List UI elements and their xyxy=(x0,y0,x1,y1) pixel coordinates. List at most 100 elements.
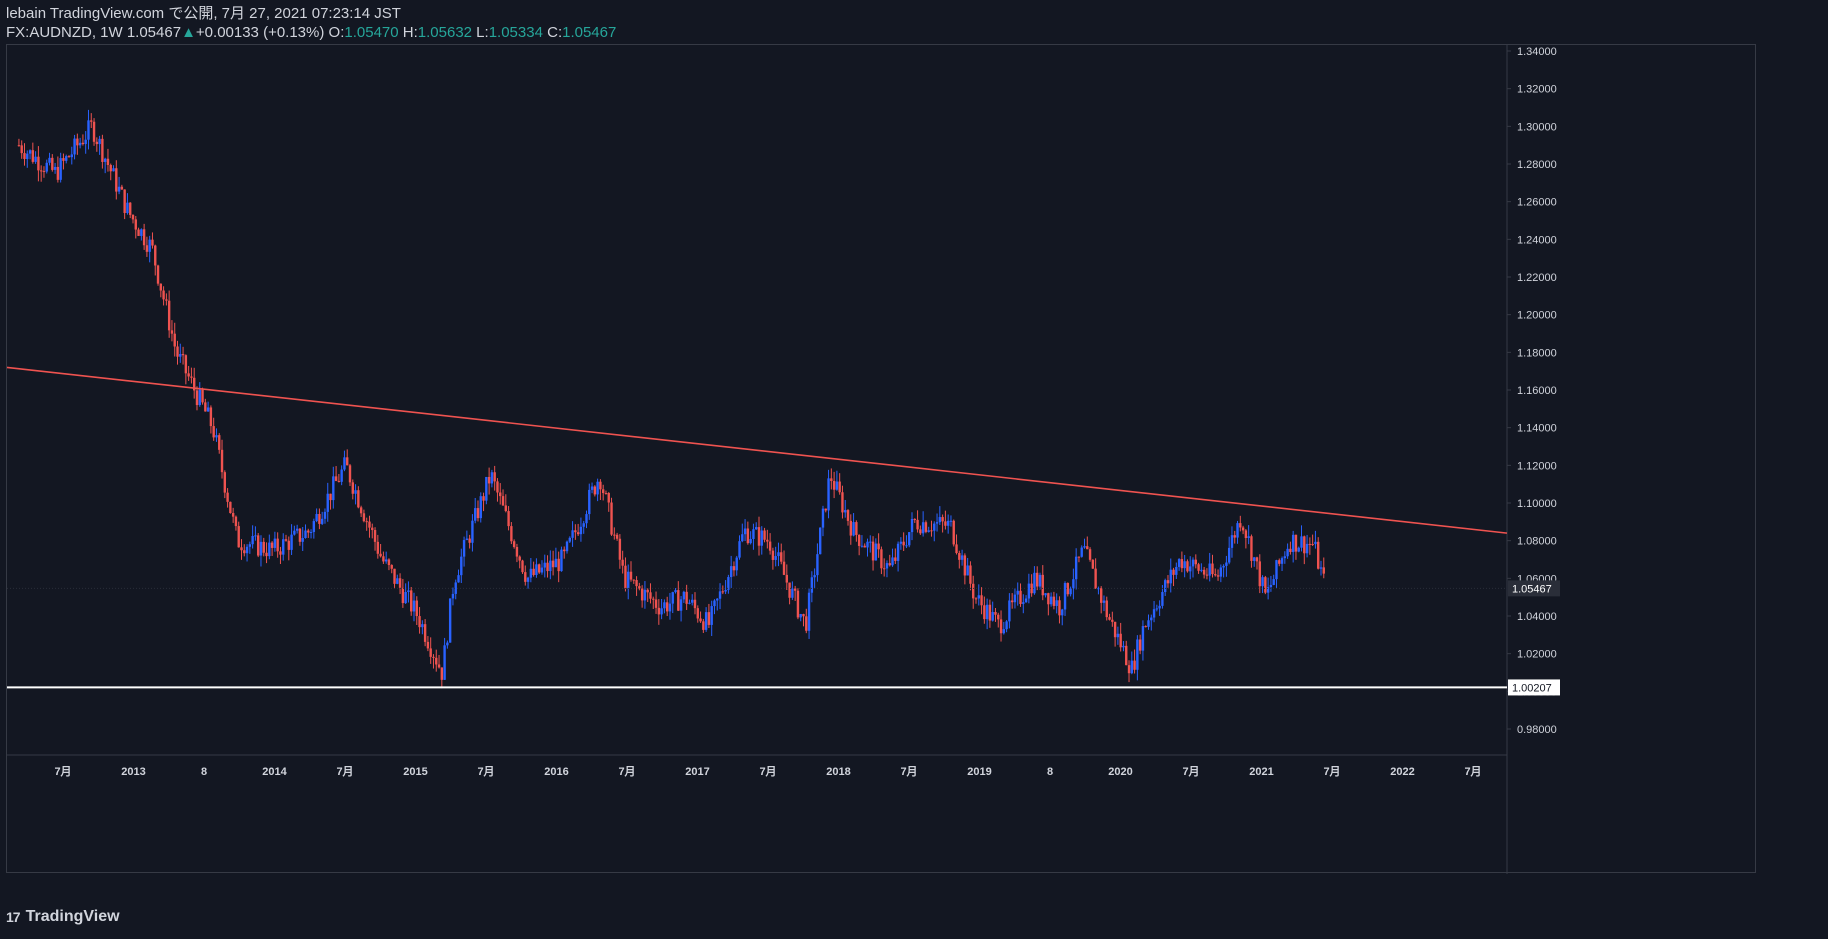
candle-body xyxy=(1080,547,1083,557)
candle-body xyxy=(791,588,794,598)
candle-body xyxy=(652,598,655,600)
candle-body xyxy=(832,481,836,490)
candle-body xyxy=(1317,541,1320,569)
candle-body xyxy=(601,489,605,494)
change-value: +0.00133 (+0.13%) xyxy=(195,24,325,41)
candle-body xyxy=(835,481,839,490)
candle-body xyxy=(343,457,346,470)
candle-body xyxy=(312,521,316,532)
candle-body xyxy=(1055,600,1058,606)
candle-body xyxy=(974,598,978,600)
candle-body xyxy=(613,534,616,536)
candle-body xyxy=(768,541,772,551)
candle-body xyxy=(181,354,185,356)
candle-body xyxy=(354,490,357,494)
candle-body xyxy=(629,571,633,580)
x-tick-label: 7月 xyxy=(336,765,353,778)
candle-body xyxy=(92,121,96,142)
x-tick-label: 2018 xyxy=(826,766,850,778)
candle-body xyxy=(298,528,302,542)
candle-body xyxy=(824,508,827,511)
candle-body xyxy=(479,496,482,519)
high-value: 1.05632 xyxy=(417,24,473,41)
candle-body xyxy=(446,642,449,646)
candle-body xyxy=(963,555,967,576)
candlestick-chart[interactable]: 1.34000 1.32000 1.30000 1.28000 1.26000 1.240… xyxy=(7,45,1757,874)
candle-body xyxy=(276,538,279,552)
y-tick-label: 1.04000 xyxy=(1517,611,1557,623)
candle-body xyxy=(1169,569,1172,584)
candle-body xyxy=(287,540,290,550)
candle-body xyxy=(123,189,126,214)
chart-pane[interactable]: 1.34000 1.32000 1.30000 1.28000 1.26000 1.240… xyxy=(6,44,1757,874)
candle-body xyxy=(460,556,463,576)
candle-body xyxy=(635,580,638,587)
candle-body xyxy=(657,607,661,615)
candle-body xyxy=(371,527,374,531)
candle-body xyxy=(167,300,171,331)
x-tick-label: 7月 xyxy=(1464,765,1481,778)
candle-body xyxy=(87,120,90,140)
candle-body xyxy=(919,529,922,534)
candle-body xyxy=(830,478,833,482)
symbol-label: FX:AUDNZD, 1W 1.05467 xyxy=(6,24,182,41)
candle-body xyxy=(293,530,296,535)
candle-body xyxy=(549,560,552,572)
candle-body xyxy=(596,481,599,495)
candle-body xyxy=(771,550,775,560)
candle-body xyxy=(376,541,380,554)
candle-body xyxy=(838,481,841,493)
candle-body xyxy=(415,600,418,617)
candle-body xyxy=(521,560,524,573)
close-label: C: xyxy=(542,24,563,41)
candle-body xyxy=(1222,565,1225,568)
candle-body xyxy=(685,591,688,604)
candle-body xyxy=(1016,590,1019,595)
candle-body xyxy=(1266,587,1270,593)
candle-body xyxy=(301,538,304,542)
candle-body xyxy=(855,522,858,535)
candle-body xyxy=(435,657,438,665)
candle-body xyxy=(860,545,864,547)
candle-body xyxy=(638,586,641,589)
candle-body xyxy=(95,141,99,145)
candle-body xyxy=(1049,596,1053,605)
candle-body xyxy=(885,563,889,569)
candle-body xyxy=(148,239,151,252)
candle-body xyxy=(407,590,410,592)
candle-body xyxy=(309,531,313,533)
candle-body xyxy=(844,510,847,513)
candle-body xyxy=(315,513,318,522)
candle-body xyxy=(852,522,855,536)
candle-body xyxy=(129,202,132,215)
candle-body xyxy=(1291,534,1295,552)
candle-body xyxy=(727,577,730,590)
candle-body xyxy=(627,571,630,589)
candle-body xyxy=(1066,583,1070,595)
candle-body xyxy=(59,158,62,180)
candle-body xyxy=(590,486,594,490)
candle-body xyxy=(432,656,435,658)
candle-body xyxy=(426,641,430,649)
candle-body xyxy=(176,346,179,357)
candle-body xyxy=(610,502,613,535)
candle-body xyxy=(1255,557,1259,562)
candle-body xyxy=(649,592,652,599)
publish-info: lebain TradingView.com で公開, 7月 27, 2021 … xyxy=(6,5,401,22)
candle-body xyxy=(512,541,516,547)
candle-body xyxy=(140,229,143,236)
support-price-label: 1.00207 xyxy=(1512,682,1552,694)
candle-body xyxy=(323,511,327,519)
y-tick-label: 1.20000 xyxy=(1517,310,1557,322)
candle-body xyxy=(1205,574,1209,576)
candle-body xyxy=(654,599,658,608)
candle-body xyxy=(457,575,460,583)
candle-body xyxy=(524,572,527,582)
candle-body xyxy=(1214,574,1217,576)
candle-body xyxy=(1303,536,1306,554)
candle-body xyxy=(551,560,555,568)
candle-body xyxy=(31,150,35,162)
candle-body xyxy=(1008,600,1011,622)
candle-body xyxy=(593,486,597,495)
y-tick-label: 1.26000 xyxy=(1517,197,1557,209)
